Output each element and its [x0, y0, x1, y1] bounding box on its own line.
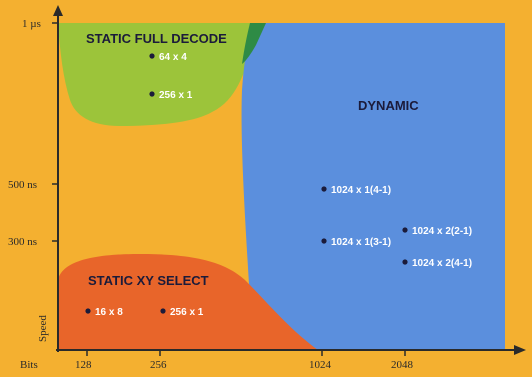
data-point-dot [85, 308, 91, 314]
x-tick-label-2048: 2048 [391, 359, 414, 371]
data-point-dot [321, 238, 327, 244]
region-overlap [242, 23, 266, 64]
x-tick-label-128: 128 [75, 359, 92, 371]
y-tick-label-1us: 1 µs [22, 18, 41, 30]
data-point-dot [321, 186, 327, 192]
data-point-dot [402, 259, 408, 265]
x-axis-label: Bits [20, 359, 38, 371]
data-point-dot [149, 53, 155, 59]
data-point-label: 1024 x 1(3-1) [331, 237, 391, 248]
x-ticks: 128 256 1024 2048 [75, 350, 414, 371]
x-tick-label-1024: 1024 [309, 359, 332, 371]
data-point-label: 256 x 1 [159, 90, 193, 101]
data-point-label: 1024 x 1(4-1) [331, 185, 391, 196]
data-point-label: 16 x 8 [95, 307, 123, 318]
axes [53, 5, 526, 355]
y-tick-label-500ns: 500 ns [8, 179, 37, 191]
data-point-label: 256 x 1 [170, 307, 204, 318]
region-title-static-xy-select: STATIC XY SELECT [88, 273, 209, 288]
y-axis-arrow [53, 5, 63, 16]
region-title-static-full-decode: STATIC FULL DECODE [86, 31, 227, 46]
y-axis-label: Speed [37, 315, 49, 342]
x-axis-arrow [514, 345, 526, 355]
region-title-dynamic: DYNAMIC [358, 98, 419, 113]
region-static-xy-select [58, 254, 318, 350]
data-point-label: 1024 x 2(4-1) [412, 258, 472, 269]
data-point-dot [149, 91, 155, 97]
data-point-label: 1024 x 2(2-1) [412, 226, 472, 237]
data-point-dot [160, 308, 166, 314]
regions [58, 23, 505, 350]
points: 64 x 4 256 x 1 1024 x 1(4-1) 1024 x 2(2-1) 1… [85, 52, 472, 318]
x-tick-label-256: 256 [150, 359, 167, 371]
region-static-full-decode [58, 23, 265, 126]
y-tick-label-300ns: 300 ns [8, 236, 37, 248]
data-point-label: 64 x 4 [159, 52, 187, 63]
region-dynamic [241, 23, 505, 350]
data-point-dot [402, 227, 408, 233]
y-ticks: 1 µs 500 ns 300 ns [8, 18, 58, 248]
